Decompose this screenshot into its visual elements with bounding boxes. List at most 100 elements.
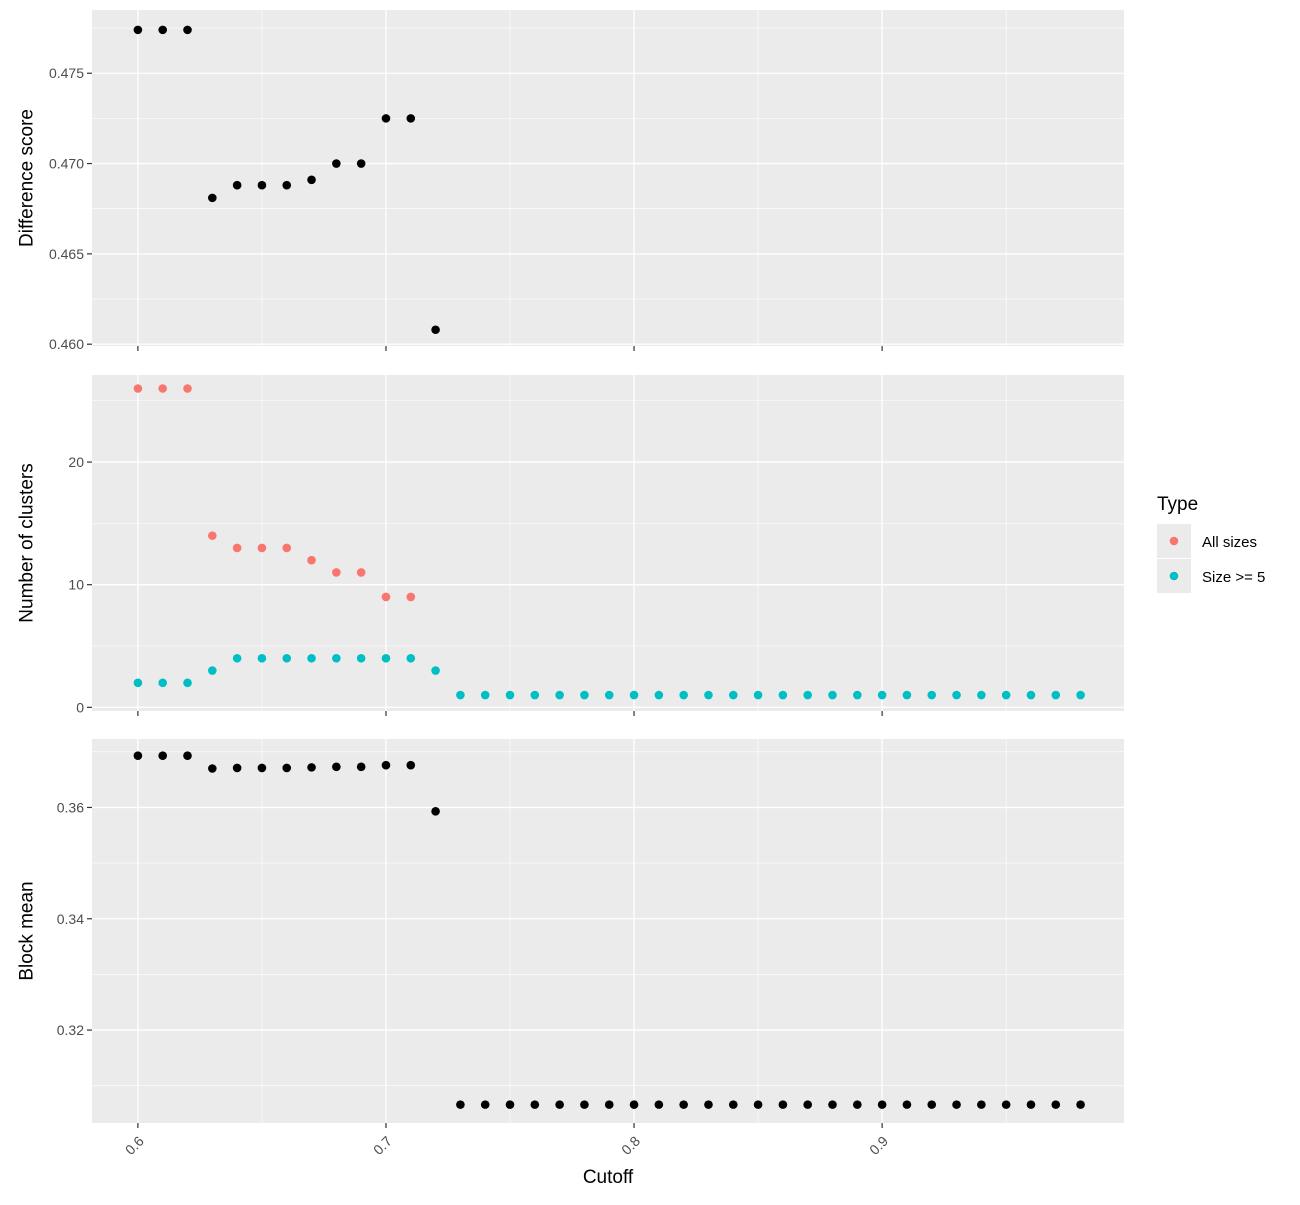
data-point xyxy=(208,666,217,675)
x-tick-label: 0.6 xyxy=(122,1133,147,1158)
data-point xyxy=(977,1100,986,1109)
data-point xyxy=(133,678,143,688)
data-point xyxy=(480,1100,490,1109)
legend-entry: All sizes xyxy=(1157,524,1257,558)
x-tick-label: 0.7 xyxy=(370,1133,395,1158)
y-axis-title: Number of clusters xyxy=(17,463,38,622)
data-point xyxy=(604,1100,614,1109)
data-point xyxy=(406,592,416,602)
data-point xyxy=(282,653,292,663)
data-point xyxy=(431,807,440,816)
legend-label: All sizes xyxy=(1202,534,1257,551)
legend-swatch xyxy=(1169,536,1179,546)
y-tick-label: 20 xyxy=(68,454,84,470)
data-point xyxy=(753,1100,763,1109)
data-point xyxy=(332,568,341,577)
y-tick-label: 10 xyxy=(68,577,84,593)
data-point xyxy=(257,543,267,553)
data-point xyxy=(307,653,316,663)
legend-swatch xyxy=(1169,571,1179,581)
data-point xyxy=(257,180,267,190)
data-point xyxy=(282,763,292,773)
data-point xyxy=(381,760,391,770)
data-point xyxy=(902,1100,912,1109)
data-point xyxy=(853,690,862,700)
data-point xyxy=(877,690,887,700)
series-3-1 xyxy=(133,751,1085,1109)
data-point xyxy=(828,1100,837,1109)
data-point xyxy=(1026,690,1036,700)
data-point xyxy=(208,531,217,540)
data-point xyxy=(257,653,267,663)
data-point xyxy=(505,1100,515,1109)
panel-background xyxy=(92,375,1124,711)
panel-3: 0.32 0.34 0.36 Block mean xyxy=(17,739,1124,1128)
series-2-2 xyxy=(133,653,1085,700)
data-point xyxy=(356,762,366,772)
data-point xyxy=(828,690,837,700)
panels-layer: 0.460 0.465 0.470 0.475 Difference score 0 10 2… xyxy=(17,10,1124,1128)
y-tick-label: 0 xyxy=(76,699,84,715)
data-point xyxy=(431,325,440,335)
series-2-1 xyxy=(133,384,416,602)
data-point xyxy=(778,1100,788,1109)
data-point xyxy=(356,653,366,663)
data-point xyxy=(133,384,143,393)
data-point xyxy=(356,159,366,168)
data-point xyxy=(927,690,937,700)
data-point xyxy=(282,180,292,190)
y-axis-title: Block mean xyxy=(17,881,38,980)
data-point xyxy=(431,666,440,675)
data-point xyxy=(158,678,168,688)
data-point xyxy=(629,690,639,700)
y-tick-label: 0.36 xyxy=(57,799,84,815)
data-point xyxy=(456,1100,465,1109)
y-tick-label: 0.465 xyxy=(49,246,84,262)
data-point xyxy=(381,653,391,663)
data-point xyxy=(1051,1100,1061,1109)
data-point xyxy=(629,1100,639,1109)
data-point xyxy=(902,690,912,700)
data-point xyxy=(480,690,490,700)
data-point xyxy=(158,384,168,393)
data-point xyxy=(803,690,813,700)
data-point xyxy=(356,568,366,577)
y-tick-label: 0.32 xyxy=(57,1022,84,1038)
legend-title: Type xyxy=(1157,494,1198,515)
data-point xyxy=(530,1100,540,1109)
x-tick-label: 0.8 xyxy=(618,1133,643,1158)
data-point xyxy=(505,690,515,700)
data-point xyxy=(778,690,788,700)
data-point xyxy=(704,690,713,700)
data-point xyxy=(555,1100,564,1109)
data-point xyxy=(232,180,242,190)
data-point xyxy=(208,193,217,203)
data-point xyxy=(381,592,391,602)
legend-entries: All sizes Size >= 5 xyxy=(1157,524,1265,593)
data-point xyxy=(555,690,564,700)
data-point xyxy=(704,1100,713,1109)
data-point xyxy=(580,1100,589,1109)
data-point xyxy=(332,159,341,168)
data-point xyxy=(133,25,143,35)
y-tick-label: 0.460 xyxy=(49,336,84,352)
series-1-1 xyxy=(133,25,440,335)
data-point xyxy=(1001,690,1011,700)
data-point xyxy=(753,690,763,700)
y-tick-label: 0.34 xyxy=(57,911,84,927)
legend: Type All sizes Size >= 5 xyxy=(1157,494,1265,593)
x-tick-label: 0.9 xyxy=(866,1133,891,1158)
data-point xyxy=(977,690,986,700)
data-point xyxy=(307,555,316,565)
data-point xyxy=(307,763,316,772)
panel-background xyxy=(92,739,1124,1123)
y-tick-label: 0.475 xyxy=(49,65,84,81)
data-point xyxy=(654,1100,664,1109)
data-point xyxy=(183,678,192,688)
data-point xyxy=(1001,1100,1011,1109)
data-point xyxy=(332,762,341,772)
y-axis-title: Difference score xyxy=(17,109,38,247)
data-point xyxy=(456,690,465,700)
data-point xyxy=(530,690,540,700)
data-point xyxy=(952,690,961,700)
